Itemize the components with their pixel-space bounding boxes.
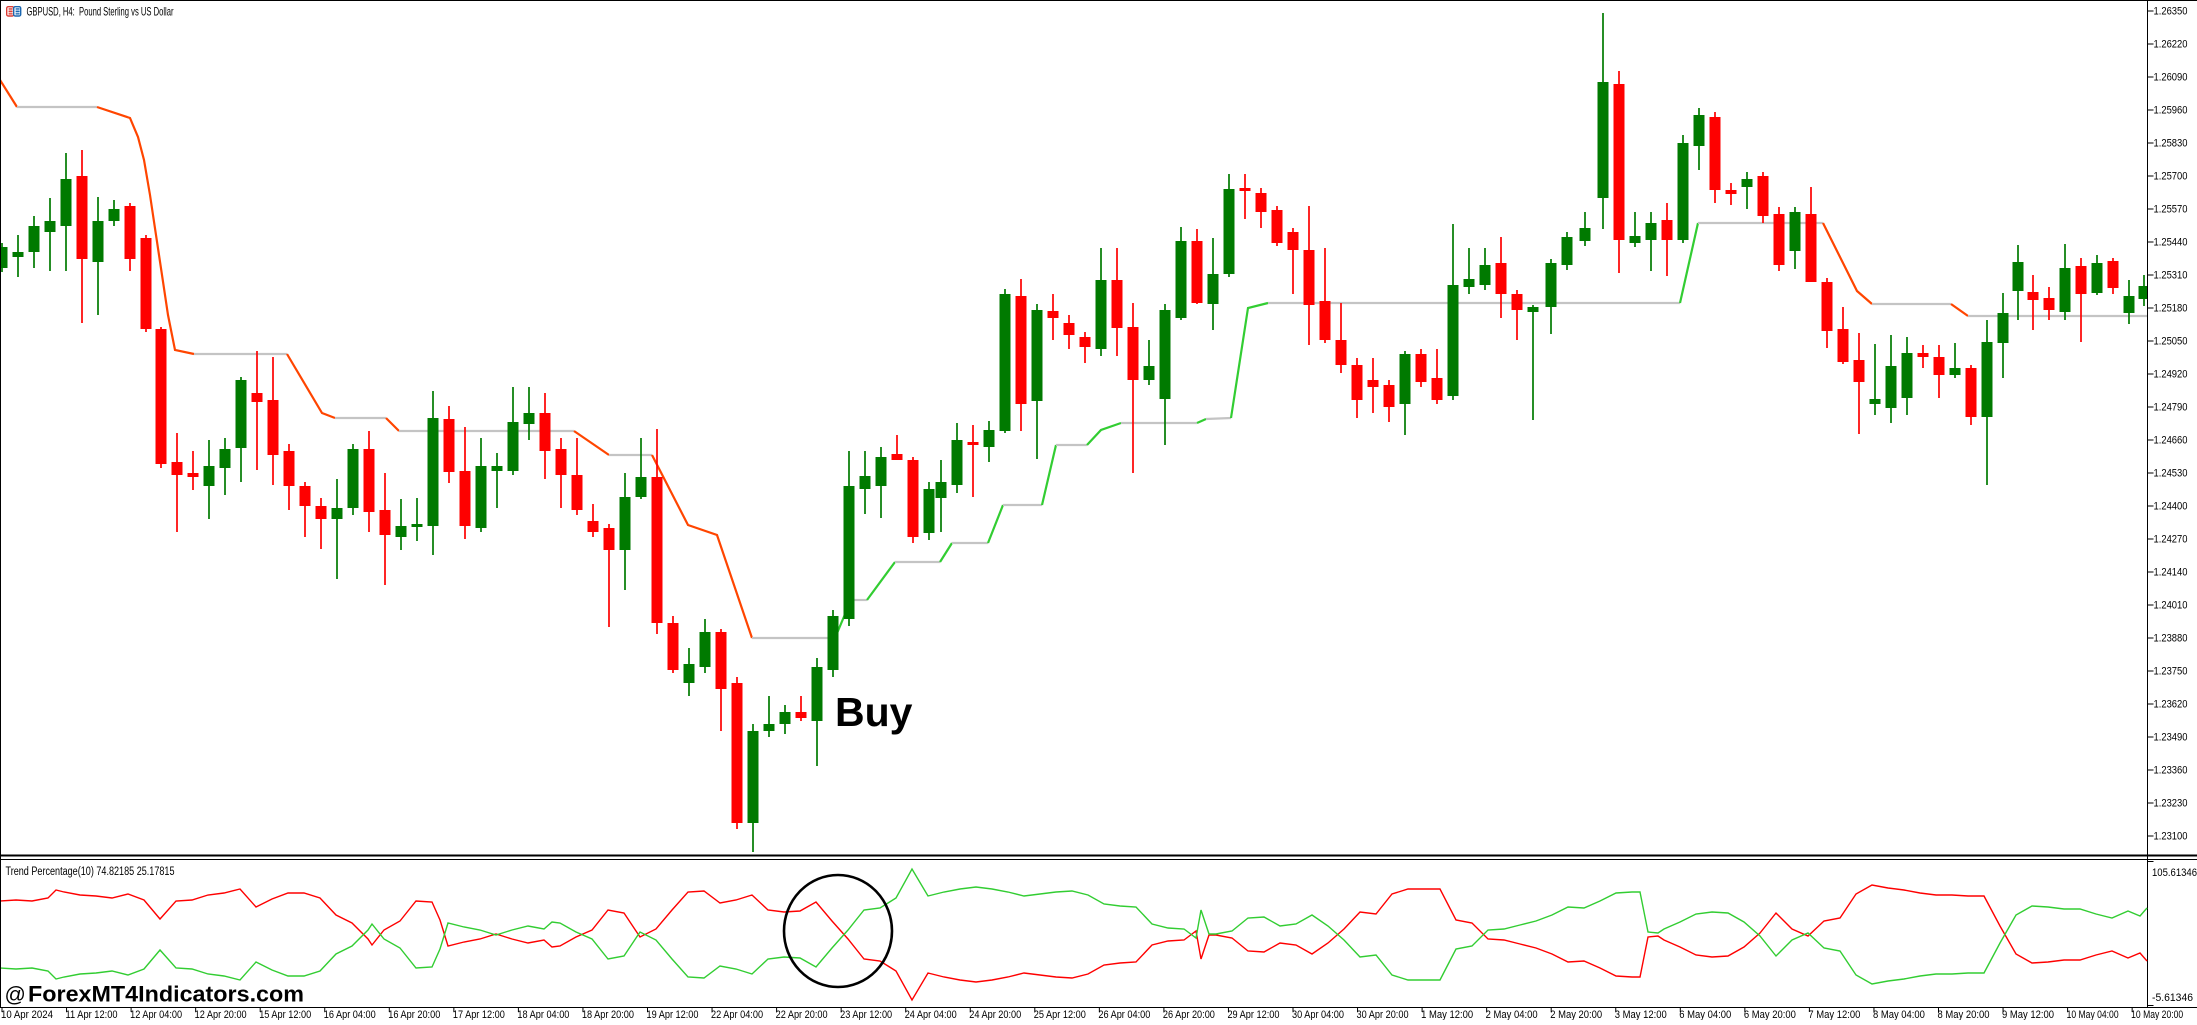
svg-text:1.26090: 1.26090 [2154,72,2188,84]
svg-text:1.23880: 1.23880 [2154,633,2188,645]
svg-text:Trend Percentage(10) 74.82185: Trend Percentage(10) 74.82185 25.17815 [6,866,175,878]
svg-text:Buy: Buy [835,689,913,735]
svg-text:1.23750: 1.23750 [2154,666,2188,678]
svg-text:11 Apr 12:00: 11 Apr 12:00 [66,1009,118,1020]
svg-text:18 Apr 20:00: 18 Apr 20:00 [582,1009,634,1020]
svg-text:1.25960: 1.25960 [2154,105,2188,117]
svg-text:10 May 20:00: 10 May 20:00 [2131,1009,2183,1020]
svg-text:1.23620: 1.23620 [2154,699,2188,711]
svg-text:1.25050: 1.25050 [2154,336,2188,348]
svg-text:12 Apr 20:00: 12 Apr 20:00 [195,1009,247,1020]
svg-text:1.23230: 1.23230 [2154,798,2188,810]
svg-text:24 Apr 20:00: 24 Apr 20:00 [969,1009,1021,1020]
svg-text:10 Apr 2024: 10 Apr 2024 [1,1009,53,1020]
svg-text:1.25180: 1.25180 [2154,303,2188,315]
svg-text:9 May 12:00: 9 May 12:00 [2002,1009,2054,1020]
svg-text:18 Apr 04:00: 18 Apr 04:00 [517,1009,569,1020]
svg-text:22 Apr 20:00: 22 Apr 20:00 [776,1009,828,1020]
svg-text:1.26220: 1.26220 [2154,39,2188,51]
svg-text:ForexMT4Indicators.com: ForexMT4Indicators.com [28,982,304,1007]
svg-text:29 Apr 12:00: 29 Apr 12:00 [1227,1009,1279,1020]
svg-text:@: @ [5,984,26,1007]
svg-text:16 Apr 04:00: 16 Apr 04:00 [324,1009,376,1020]
svg-text:1.24920: 1.24920 [2154,369,2188,381]
svg-text:1.24400: 1.24400 [2154,501,2188,513]
svg-text:1.23490: 1.23490 [2154,732,2188,744]
svg-text:-5.61346: -5.61346 [2152,992,2193,1004]
svg-text:15 Apr 12:00: 15 Apr 12:00 [259,1009,311,1020]
svg-text:1.26350: 1.26350 [2154,6,2188,18]
svg-text:1.24790: 1.24790 [2154,402,2188,414]
svg-text:3 May 12:00: 3 May 12:00 [1615,1009,1667,1020]
svg-text:2 May 04:00: 2 May 04:00 [1486,1009,1538,1020]
svg-text:1 May 12:00: 1 May 12:00 [1421,1009,1473,1020]
svg-text:1.25440: 1.25440 [2154,237,2188,249]
svg-text:17 Apr 12:00: 17 Apr 12:00 [453,1009,505,1020]
svg-text:1.25700: 1.25700 [2154,171,2188,183]
svg-text:2 May 20:00: 2 May 20:00 [1550,1009,1602,1020]
svg-text:10 May 04:00: 10 May 04:00 [2067,1009,2119,1020]
svg-text:23 Apr 12:00: 23 Apr 12:00 [840,1009,892,1020]
svg-text:16 Apr 20:00: 16 Apr 20:00 [388,1009,440,1020]
svg-text:30 Apr 20:00: 30 Apr 20:00 [1357,1009,1409,1020]
svg-text:1.25830: 1.25830 [2154,138,2188,150]
svg-text:1.25310: 1.25310 [2154,270,2188,282]
svg-text:19 Apr 12:00: 19 Apr 12:00 [647,1009,699,1020]
svg-text:12 Apr 04:00: 12 Apr 04:00 [130,1009,182,1020]
svg-text:1.24530: 1.24530 [2154,468,2188,480]
svg-text:7 May 12:00: 7 May 12:00 [1808,1009,1860,1020]
svg-text:26 Apr 20:00: 26 Apr 20:00 [1163,1009,1215,1020]
svg-text:1.25570: 1.25570 [2154,204,2188,216]
svg-text:24 Apr 04:00: 24 Apr 04:00 [905,1009,957,1020]
svg-text:1.24010: 1.24010 [2154,600,2188,612]
svg-text:22 Apr 04:00: 22 Apr 04:00 [711,1009,763,1020]
svg-text:1.24660: 1.24660 [2154,435,2188,447]
svg-text:1.24140: 1.24140 [2154,567,2188,579]
svg-text:GBPUSD, H4: Pound Sterling vs: GBPUSD, H4: Pound Sterling vs US Dollar [27,5,174,19]
svg-text:25 Apr 12:00: 25 Apr 12:00 [1034,1009,1086,1020]
svg-text:1.23100: 1.23100 [2154,831,2188,843]
svg-text:8 May 04:00: 8 May 04:00 [1873,1009,1925,1020]
svg-text:1.24270: 1.24270 [2154,534,2188,546]
svg-text:8 May 20:00: 8 May 20:00 [1938,1009,1990,1020]
svg-text:105.61346: 105.61346 [2152,867,2197,879]
svg-text:6 May 20:00: 6 May 20:00 [1744,1009,1796,1020]
svg-text:1.23360: 1.23360 [2154,765,2188,777]
svg-text:30 Apr 04:00: 30 Apr 04:00 [1292,1009,1344,1020]
svg-text:26 Apr 04:00: 26 Apr 04:00 [1098,1009,1150,1020]
svg-text:6 May 04:00: 6 May 04:00 [1679,1009,1731,1020]
